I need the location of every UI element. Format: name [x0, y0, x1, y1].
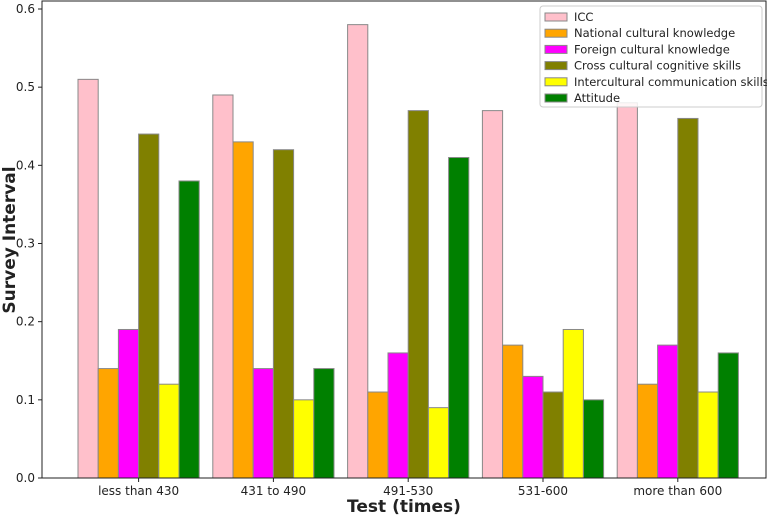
bar-attitude-0	[178, 180, 200, 479]
bar-foreign-cultural-knowledge-3	[522, 375, 544, 479]
bar-attitude-1	[313, 368, 335, 479]
bar-intercultural-communication-skills-1	[293, 399, 315, 479]
bar-icc-2	[347, 24, 369, 479]
x-tick-label: 531-600	[518, 484, 568, 498]
y-tick-label: 0.4	[16, 158, 35, 172]
legend-swatch	[544, 77, 568, 87]
legend-swatch	[544, 93, 568, 103]
bar-intercultural-communication-skills-0	[158, 383, 180, 479]
legend-label: Intercultural communication skills	[574, 75, 767, 89]
bar-intercultural-communication-skills-3	[562, 328, 584, 479]
bars-layer	[77, 24, 739, 479]
bar-cross-cultural-cognitive-skills-3	[542, 391, 564, 479]
x-tick-label: 431 to 490	[241, 484, 306, 498]
bar-icc-3	[481, 110, 504, 479]
bar-national-cultural-knowledge-1	[232, 141, 254, 479]
y-tick-label: 0.1	[16, 393, 35, 407]
bar-national-cultural-knowledge-0	[97, 368, 119, 479]
y-tick-label: 0.6	[16, 2, 35, 16]
legend-label: ICC	[574, 10, 593, 24]
bar-national-cultural-knowledge-3	[502, 344, 524, 479]
y-tick-label: 0.5	[16, 80, 35, 94]
bar-intercultural-communication-skills-4	[697, 391, 719, 479]
bar-foreign-cultural-knowledge-1	[252, 368, 274, 479]
bar-attitude-4	[717, 352, 739, 479]
axes-frame	[41, 0, 767, 479]
y-axis-label: Survey Interval	[0, 166, 20, 313]
x-axis-label: Test (times)	[347, 497, 461, 515]
legend-label: National cultural knowledge	[574, 26, 735, 40]
x-tick-label: more than 600	[633, 484, 722, 498]
legend: ICC National cultural knowledge Foreign cu…	[539, 5, 767, 108]
legend-swatch	[544, 61, 568, 71]
bar-icc-1	[212, 94, 234, 479]
bar-foreign-cultural-knowledge-2	[387, 352, 409, 479]
bar-attitude-2	[448, 157, 470, 479]
y-tick-label: 0.3	[16, 237, 35, 251]
legend-label: Cross cultural cognitive skills	[574, 59, 741, 73]
legend-label: Attitude	[574, 91, 620, 105]
bar-foreign-cultural-knowledge-4	[657, 344, 679, 479]
x-tick-label: less than 430	[98, 484, 179, 498]
legend-label: Foreign cultural knowledge	[574, 42, 730, 56]
y-tick-label: 0.0	[16, 471, 35, 485]
bar-cross-cultural-cognitive-skills-1	[272, 149, 295, 479]
y-axis: 0.0 0.1 0.2 0.3 0.4 0.5 0.6	[16, 2, 42, 485]
y-tick-label: 0.2	[16, 315, 35, 329]
bar-attitude-3	[582, 399, 605, 479]
bar-national-cultural-knowledge-4	[636, 383, 659, 479]
bar-intercultural-communication-skills-2	[427, 407, 450, 479]
bar-foreign-cultural-knowledge-0	[117, 328, 140, 479]
bar-cross-cultural-cognitive-skills-4	[677, 117, 699, 479]
bar-cross-cultural-cognitive-skills-2	[407, 110, 429, 479]
legend-swatch	[544, 44, 568, 54]
bar-national-cultural-knowledge-2	[367, 391, 389, 479]
legend-box	[539, 5, 763, 108]
bar-icc-0	[77, 78, 99, 479]
legend-swatch	[544, 28, 568, 38]
x-tick-label: 491-530	[383, 484, 433, 498]
bar-icc-4	[616, 102, 638, 479]
x-axis: less than 430 431 to 490 491-530 531-600 mor…	[98, 478, 722, 498]
bar-cross-cultural-cognitive-skills-0	[138, 133, 160, 479]
legend-swatch	[544, 12, 568, 22]
